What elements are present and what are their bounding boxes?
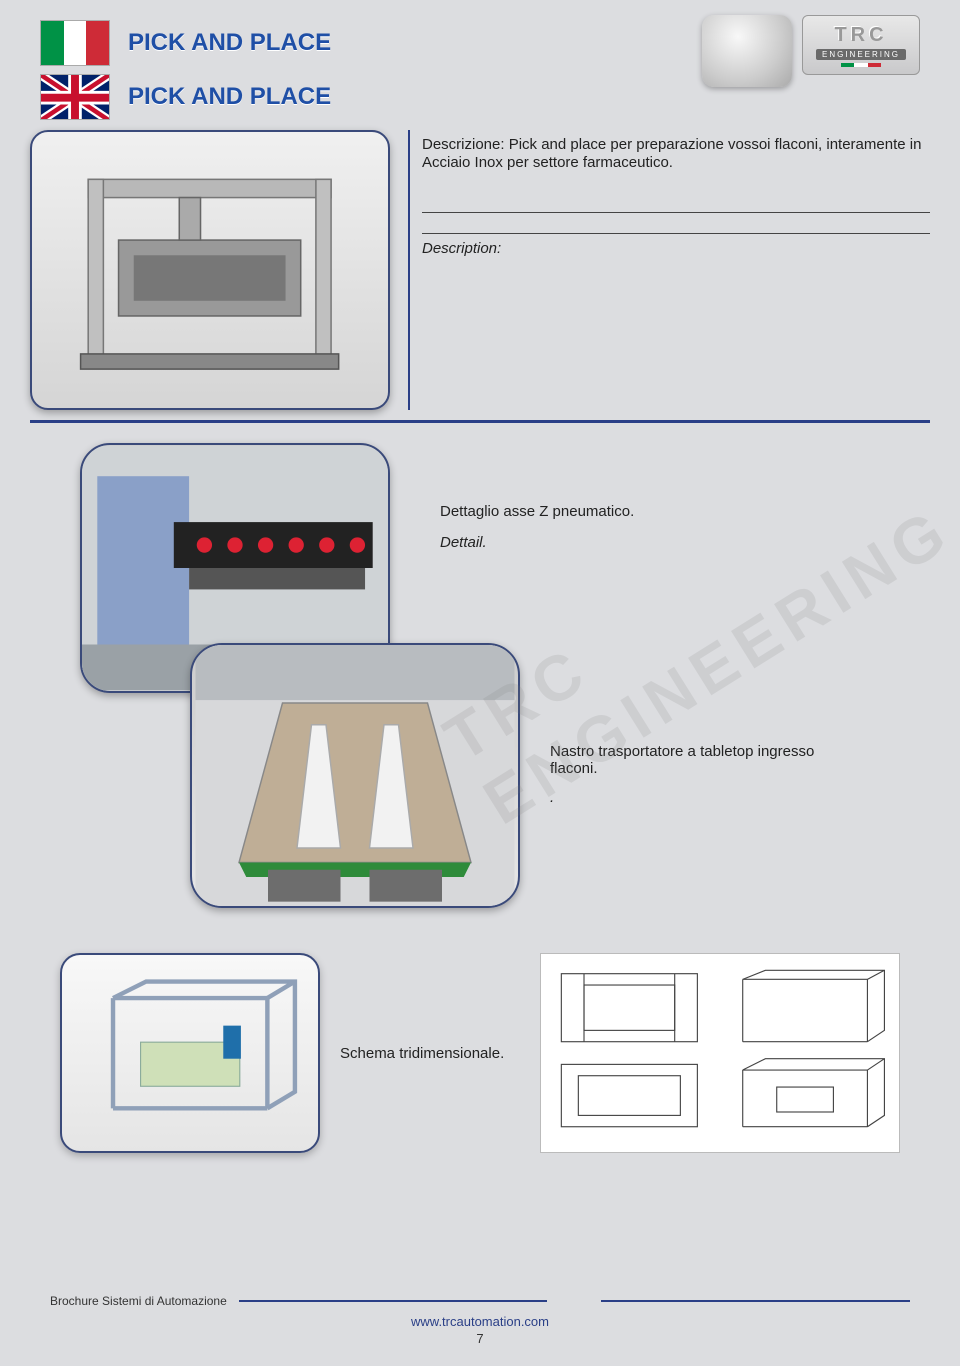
footer-divider-right: [601, 1300, 910, 1302]
footer-website-link[interactable]: www.trcautomation.com: [50, 1314, 910, 1329]
description-english: Description:: [422, 233, 930, 318]
main-product-image: [30, 130, 390, 410]
page-header: PICK AND PLACE PICK AND PLACE TRC ENGINE…: [0, 0, 960, 120]
schematic-caption: Schema tridimensionale.: [340, 1045, 520, 1062]
detail-caption-1: Dettaglio asse Z pneumatico. Dettail.: [440, 503, 634, 551]
italy-flag-icon: [40, 20, 110, 66]
hero-section: Descrizione: Pick and place per preparaz…: [0, 130, 960, 410]
detail-caption-it: Dettaglio asse Z pneumatico.: [440, 503, 634, 520]
detail-image-conveyor: [190, 643, 520, 908]
section-divider: [30, 420, 930, 423]
description-en-label: Description:: [422, 240, 501, 257]
page-footer: Brochure Sistemi di Automazione www.trca…: [0, 1294, 960, 1346]
robot-mascot-icon: [702, 15, 792, 87]
title-english: PICK AND PLACE: [128, 83, 331, 111]
logo-area: TRC ENGINEERING: [702, 15, 920, 87]
schematic-3d-image: [60, 953, 320, 1153]
description-italian: Descrizione: Pick and place per preparaz…: [422, 130, 930, 213]
description-panel: Descrizione: Pick and place per preparaz…: [408, 130, 930, 410]
footer-rule-row: Brochure Sistemi di Automazione: [50, 1294, 910, 1308]
logo-subtext: ENGINEERING: [816, 49, 906, 60]
footer-divider-left: [239, 1300, 548, 1302]
technical-drawings-image: [540, 953, 900, 1153]
conveyor-caption-it: Nastro trasportatore a tabletop ingresso…: [550, 743, 830, 777]
detail-caption-2: Nastro trasportatore a tabletop ingresso…: [550, 743, 830, 806]
schematic-section: Schema tridimensionale.: [0, 933, 960, 1153]
logo-text: TRC: [834, 24, 887, 47]
conveyor-caption-en: .: [550, 789, 830, 806]
company-logo: TRC ENGINEERING: [802, 15, 920, 75]
uk-flag-icon: [40, 74, 110, 120]
logo-flag-icon: [841, 63, 881, 67]
detail-caption-en: Dettail.: [440, 534, 634, 551]
footer-page-number: 7: [50, 1331, 910, 1346]
footer-brochure-label: Brochure Sistemi di Automazione: [50, 1294, 227, 1308]
details-section: Dettaglio asse Z pneumatico. Dettail. Na…: [60, 443, 900, 933]
title-italian: PICK AND PLACE: [128, 29, 331, 57]
description-it-text: Descrizione: Pick and place per preparaz…: [422, 136, 921, 171]
